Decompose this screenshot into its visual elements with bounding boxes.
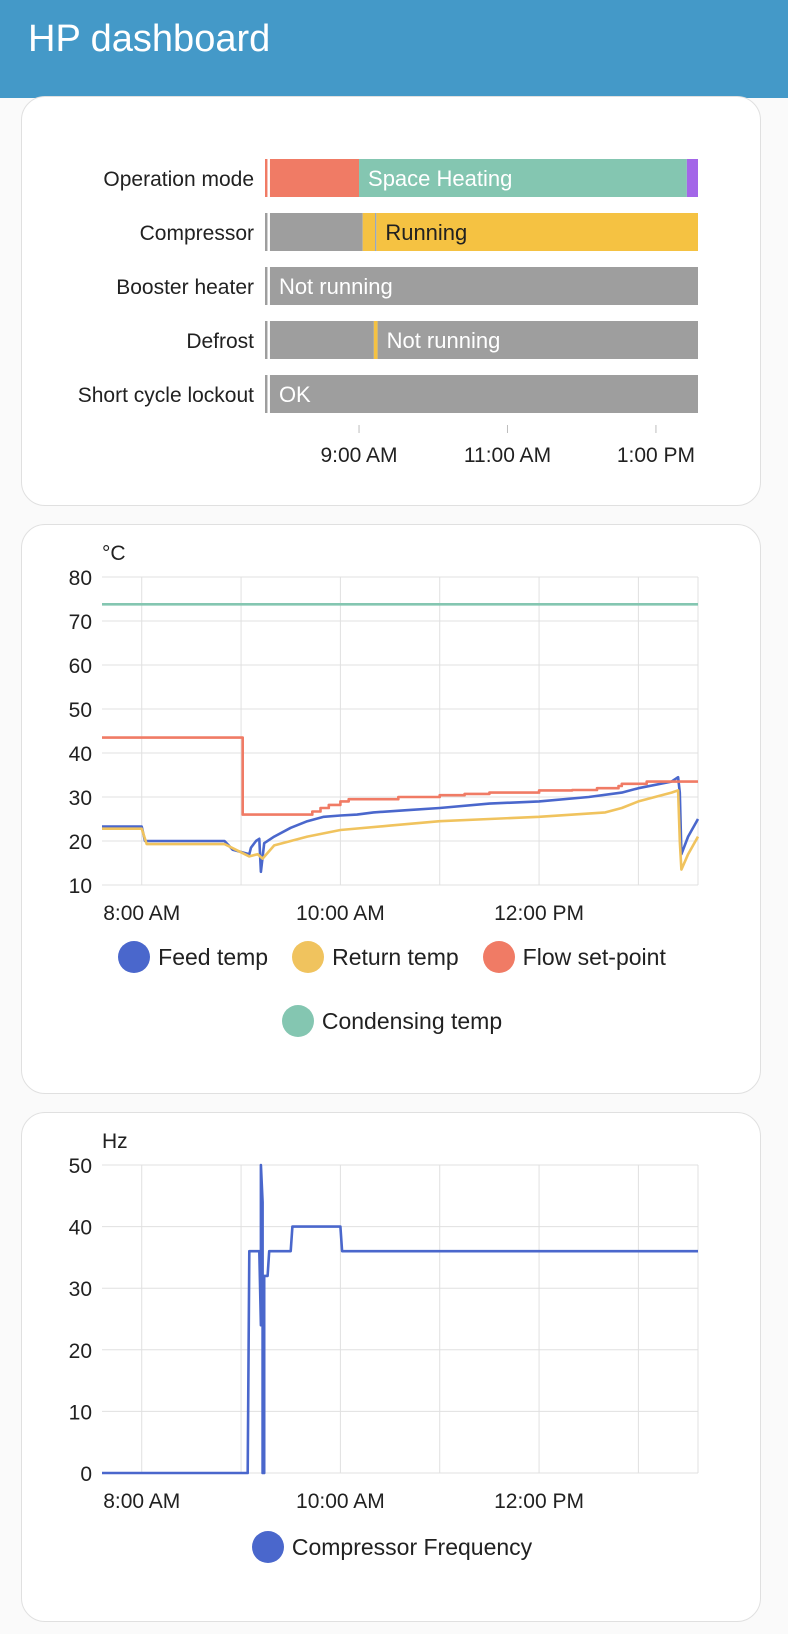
frequency-chart-y-tick-label: 50 [69, 1155, 92, 1178]
timeline-row-label: Short cycle lockout [78, 384, 254, 407]
temperature-chart-card: °C 10 20 30 40 50 60 70 80 8:00 AM 10:00 AM 12:00 P… [21, 524, 761, 1094]
temperature-chart-y-tick-label: 20 [69, 831, 92, 854]
legend-label: Condensing temp [321, 1007, 503, 1034]
timeline-row-label: Operation mode [103, 168, 254, 191]
timeline-segment[interactable] [376, 213, 698, 251]
timeline-segment-label: Not running [279, 274, 393, 299]
timeline-segment[interactable] [269, 267, 698, 305]
temperature-chart[interactable]: °C 10 20 30 40 50 60 70 80 8:00 AM 10:00 AM 12:00 P… [22, 525, 761, 925]
legend-row: Compressor Frequency [22, 1515, 760, 1579]
timeline-row-compressor: Compressor Running [140, 213, 698, 251]
frequency-chart-x-tick-label: 10:00 AM [296, 1490, 385, 1513]
frequency-chart-y-tick-label: 20 [69, 1340, 92, 1363]
timeline-segment-label: Not running [387, 328, 501, 353]
legend-color-dot [292, 941, 325, 973]
temperature-chart-y-tick-label: 70 [69, 611, 92, 634]
timeline-x-tick-label: 9:00 AM [320, 444, 397, 467]
timeline-segment[interactable] [267, 267, 270, 305]
timeline-segment-label: OK [279, 382, 311, 407]
timeline-segment[interactable] [265, 213, 268, 251]
timeline-segment[interactable] [265, 159, 268, 197]
frequency-chart-y-tick-label: 40 [69, 1217, 92, 1240]
timeline-segment[interactable] [265, 267, 268, 305]
frequency-chart-y-tick-label: 10 [69, 1401, 92, 1424]
legend-color-dot [482, 941, 515, 973]
temperature-chart-series-flow-set-point[interactable] [102, 736, 698, 816]
status-timeline-card: Operation mode Space Heating Compressor Run… [21, 96, 761, 506]
timeline-segment[interactable] [362, 213, 376, 251]
timeline-segment[interactable] [269, 213, 363, 251]
timeline-segment[interactable] [269, 159, 360, 197]
temperature-chart-x-tick-label: 8:00 AM [103, 902, 180, 925]
frequency-chart-y-tick-label: 30 [69, 1278, 92, 1301]
frequency-chart-series-compressor-frequency[interactable] [102, 1163, 698, 1475]
frequency-chart-y-unit-label: Hz [102, 1130, 128, 1153]
legend-item-flow-set-point[interactable]: Flow set-point [482, 925, 666, 989]
legend-item-condensing-temp[interactable]: Condensing temp [281, 989, 503, 1053]
temperature-chart-x-tick-label: 10:00 AM [296, 902, 385, 925]
legend-item-compressor-frequency[interactable]: Compressor Frequency [251, 1515, 533, 1579]
timeline-row-operation-mode: Operation mode Space Heating [103, 159, 698, 197]
timeline-segment[interactable] [267, 375, 270, 413]
temperature-chart-legend: Feed temp Return temp Flow set-point Conden… [22, 925, 760, 1053]
legend-color-dot [118, 941, 151, 973]
frequency-chart-legend: Compressor Frequency [22, 1515, 760, 1579]
temperature-chart-y-tick-label: 40 [69, 743, 92, 766]
timeline-segment-label: Space Heating [368, 166, 512, 191]
temperature-chart-y-tick-label: 80 [69, 567, 92, 590]
timeline-row-label: Booster heater [116, 276, 254, 299]
timeline-x-tick-label: 1:00 PM [617, 444, 695, 467]
temperature-chart-y-tick-label: 10 [69, 875, 92, 898]
legend-label: Flow set-point [522, 943, 666, 970]
frequency-chart-x-tick-label: 12:00 PM [494, 1490, 584, 1513]
legend-row: Feed temp Return temp Flow set-point [22, 925, 760, 989]
timeline-row-defrost: Defrost Not running [186, 321, 698, 359]
timeline-segment[interactable] [267, 213, 270, 251]
timeline-segment[interactable] [267, 321, 270, 359]
timeline-row-short-cycle-lockout: Short cycle lockout OK [78, 375, 698, 413]
legend-item-feed-temp[interactable]: Feed temp [118, 925, 268, 989]
frequency-chart-y-tick-label: 0 [80, 1463, 92, 1486]
temperature-chart-y-tick-label: 50 [69, 699, 92, 722]
timeline-segment[interactable] [267, 159, 270, 197]
temperature-chart-y-tick-label: 30 [69, 787, 92, 810]
temperature-chart-y-tick-label: 60 [69, 655, 92, 678]
legend-row: Condensing temp [22, 989, 760, 1053]
timeline-row-label: Defrost [186, 330, 254, 353]
timeline-x-tick-label: 11:00 AM [464, 444, 551, 467]
timeline-segment[interactable] [265, 321, 268, 359]
frequency-chart-card: Hz 0 10 20 30 40 50 8:00 AM 10:00 AM 12:00 PM Com… [21, 1112, 761, 1622]
temperature-chart-series-return-temp[interactable] [102, 789, 700, 871]
legend-label: Return temp [332, 943, 459, 970]
timeline-segment[interactable] [269, 375, 698, 413]
page-title: HP dashboard [28, 18, 271, 60]
legend-color-dot [251, 1531, 284, 1563]
legend-label: Feed temp [158, 943, 269, 970]
timeline-segment-label: Running [385, 220, 467, 245]
timeline-segment[interactable] [377, 321, 698, 359]
timeline-segment[interactable] [265, 375, 268, 413]
legend-label: Compressor Frequency [291, 1533, 533, 1560]
timeline-row-booster-heater: Booster heater Not running [116, 267, 698, 305]
temperature-chart-x-tick-label: 12:00 PM [494, 902, 584, 925]
temperature-chart-y-unit-label: °C [102, 542, 126, 565]
timeline-segment[interactable] [373, 321, 378, 359]
timeline-segment[interactable] [375, 213, 377, 251]
timeline-row-label: Compressor [140, 222, 254, 245]
timeline-segment[interactable] [359, 159, 687, 197]
legend-color-dot [281, 1005, 314, 1037]
legend-item-return-temp[interactable]: Return temp [292, 925, 459, 989]
timeline-segment[interactable] [686, 159, 698, 197]
app-header: HP dashboard [0, 0, 788, 98]
frequency-chart-x-tick-label: 8:00 AM [103, 1490, 180, 1513]
frequency-chart[interactable]: Hz 0 10 20 30 40 50 8:00 AM 10:00 AM 12:00 PM [22, 1113, 761, 1513]
status-timeline-chart[interactable]: Operation mode Space Heating Compressor Run… [22, 97, 761, 506]
timeline-segment[interactable] [269, 321, 374, 359]
